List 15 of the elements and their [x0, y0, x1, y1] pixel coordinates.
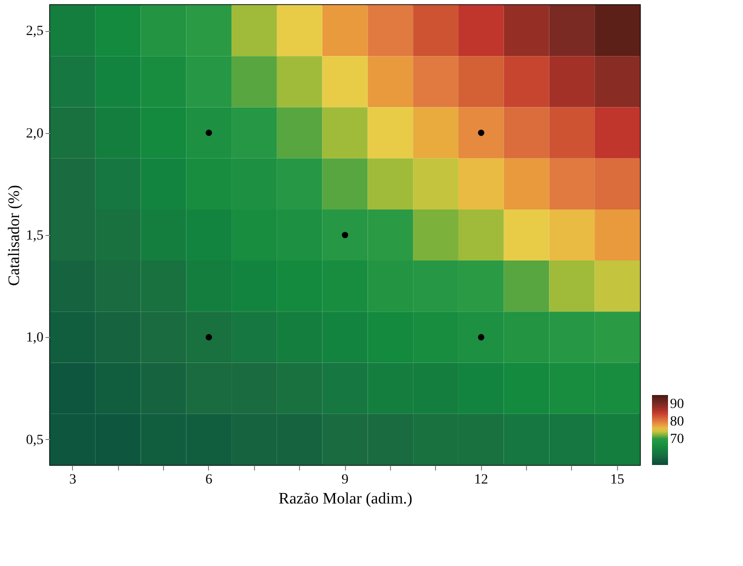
y-tick-label: 0,5	[26, 432, 44, 448]
x-tick-label: 15	[610, 472, 624, 488]
y-axis-title: Catalisador (%)	[6, 185, 23, 286]
x-tick-label: 3	[69, 472, 76, 488]
color-bar-label: 90	[670, 396, 684, 412]
x-axis-title: Razão Molar (adim.)	[278, 490, 412, 508]
x-tick-label: 6	[205, 472, 212, 488]
y-tick-label: 2,5	[26, 24, 44, 40]
y-tick-label: 1,5	[26, 228, 44, 244]
color-bar-label: 80	[670, 414, 684, 430]
color-bar-label: 70	[670, 432, 684, 447]
y-tick-label: 2,0	[26, 126, 44, 142]
x-tick-label: 9	[342, 472, 348, 488]
x-tick-label: 12	[474, 472, 488, 488]
y-tick-label: 1,0	[26, 330, 44, 346]
